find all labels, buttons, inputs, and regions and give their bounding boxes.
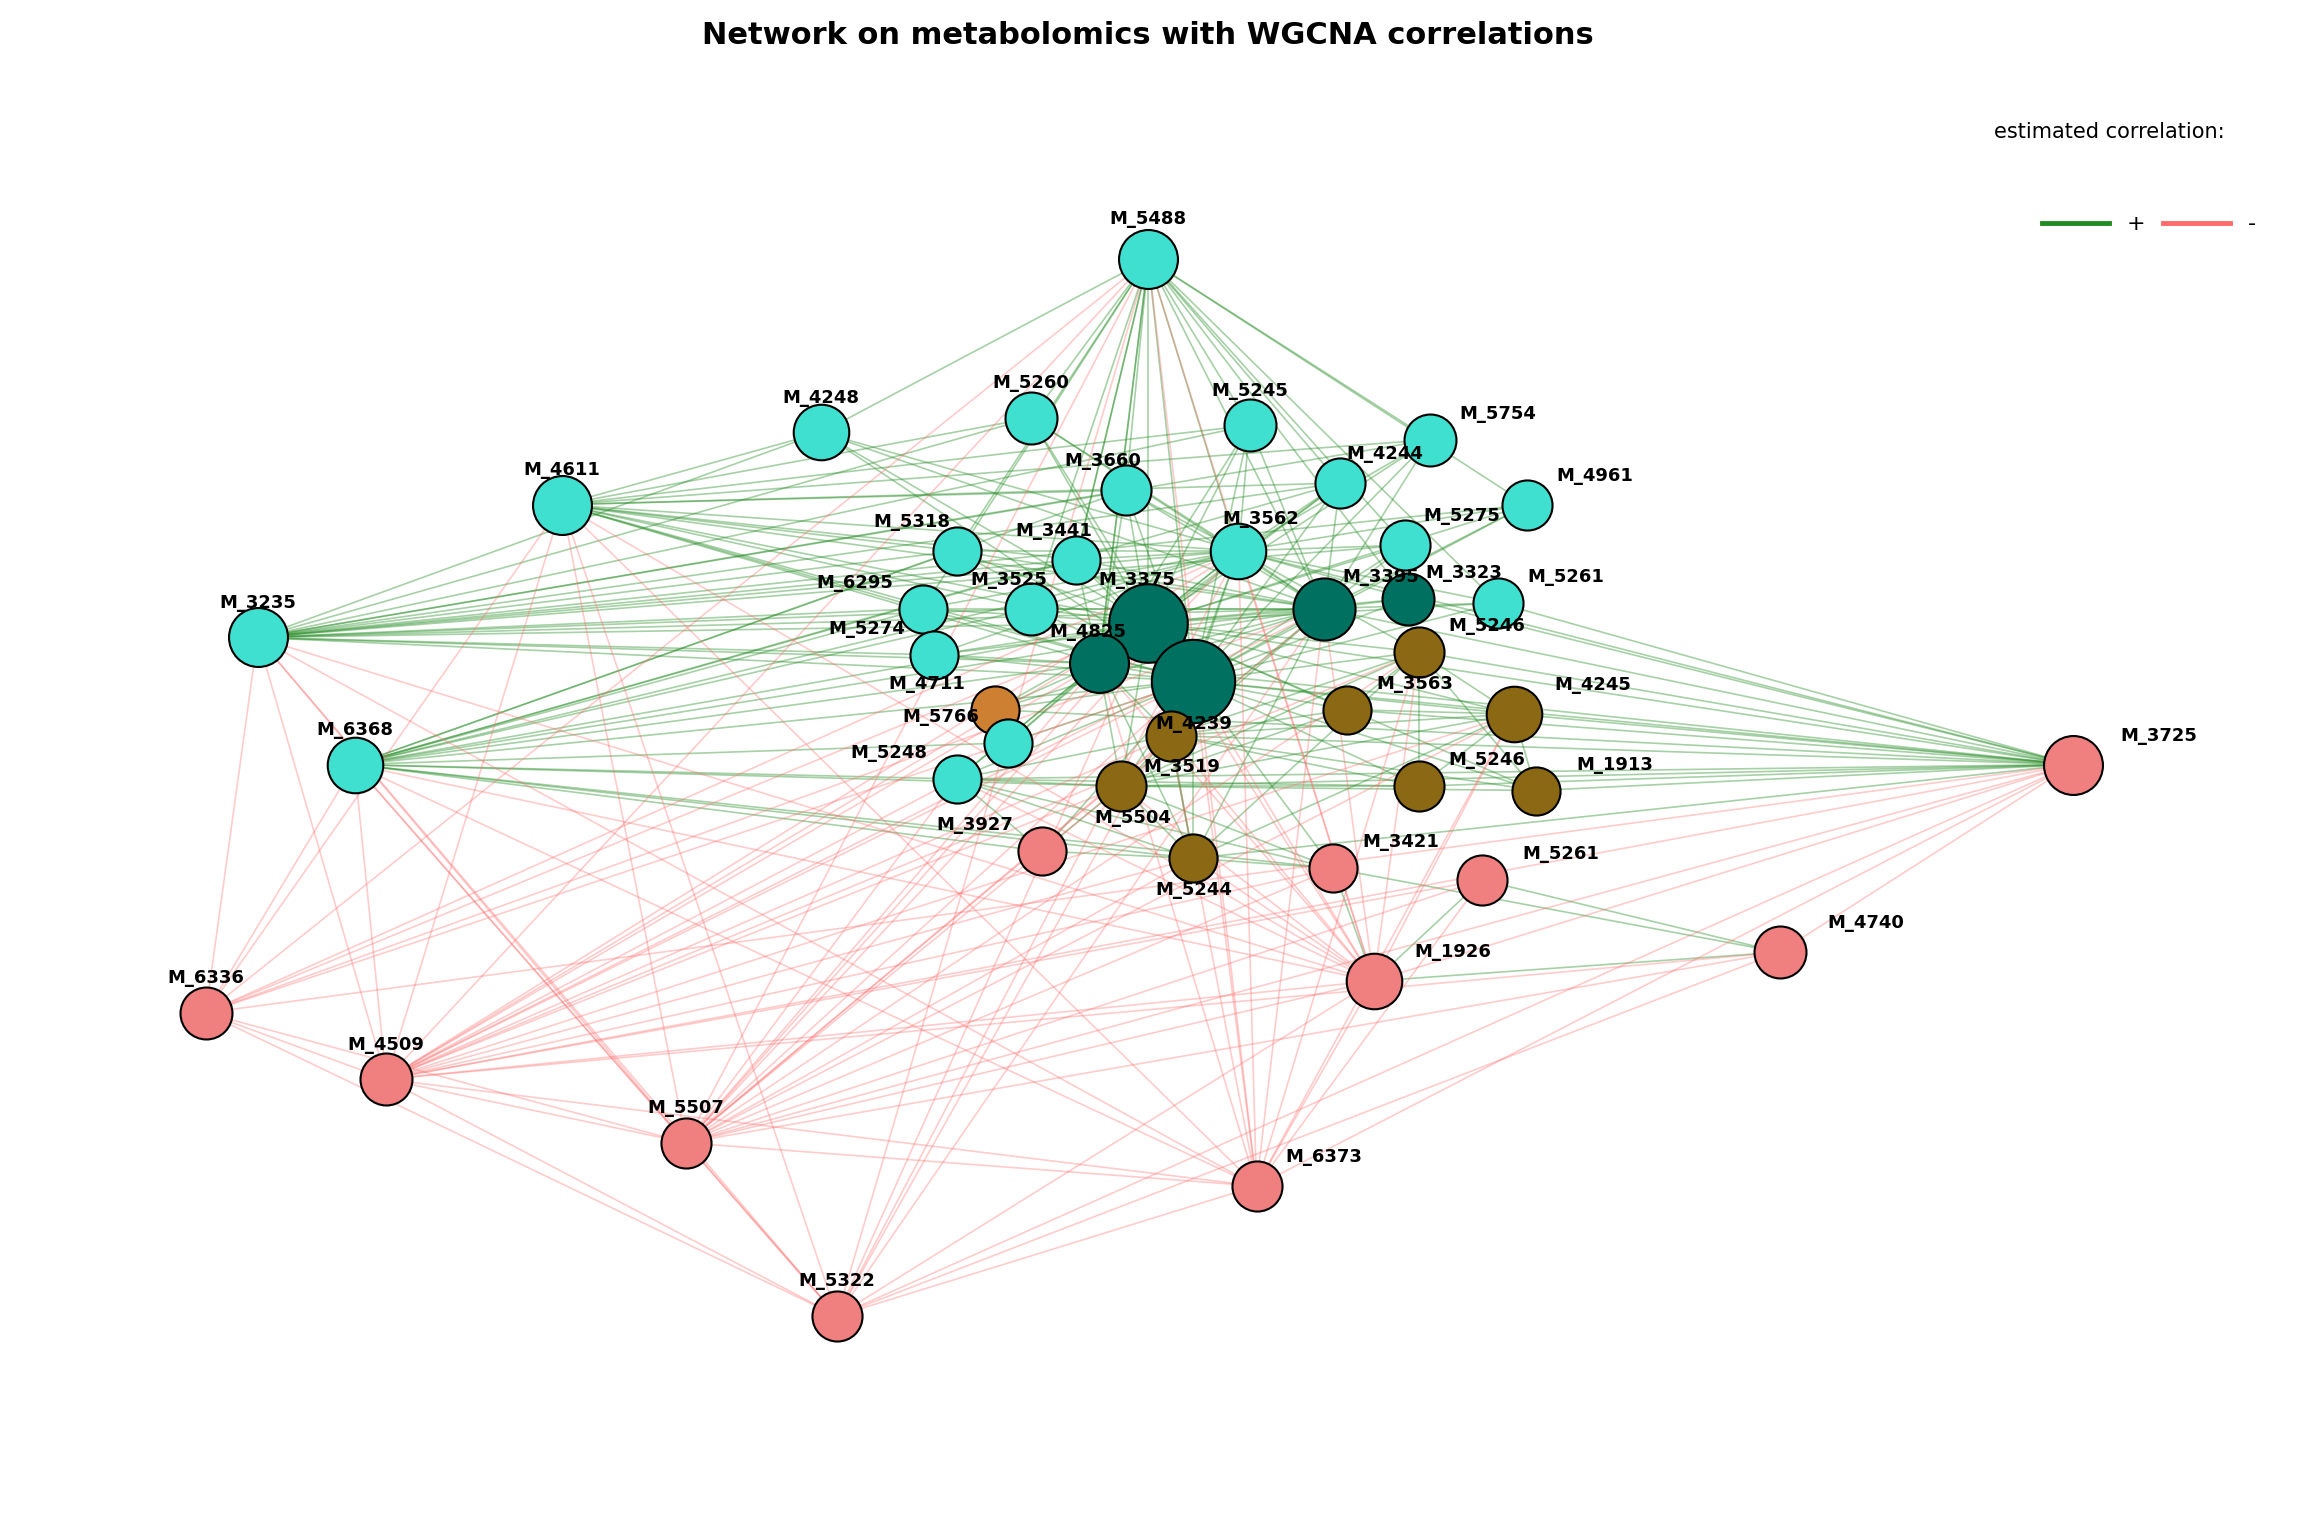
Text: M_5504: M_5504 (1094, 809, 1170, 826)
Point (1463, 868, 1500, 892)
Text: M_5244: M_5244 (1154, 882, 1233, 899)
Point (1401, 639, 1438, 664)
Point (818, 1304, 855, 1329)
Point (369, 1068, 406, 1092)
Text: M_3235: M_3235 (219, 594, 295, 611)
Text: M_1926: M_1926 (1415, 943, 1491, 962)
Text: M_5318: M_5318 (873, 513, 949, 531)
Text: M_4740: M_4740 (1827, 914, 1903, 932)
Point (938, 766, 975, 791)
Point (1152, 723, 1189, 748)
Text: M_4239: M_4239 (1154, 716, 1233, 733)
Point (1175, 668, 1212, 693)
Point (977, 697, 1014, 722)
Point (1104, 774, 1140, 799)
Text: M_3323: M_3323 (1426, 564, 1502, 582)
Point (1108, 478, 1145, 502)
Text: M_5488: M_5488 (1111, 210, 1187, 227)
Point (1023, 839, 1060, 863)
Point (1387, 533, 1424, 558)
Text: M_3927: M_3927 (935, 816, 1014, 834)
Text: M_4244: M_4244 (1346, 445, 1424, 464)
Text: M_3519: M_3519 (1143, 759, 1221, 776)
Point (802, 421, 839, 445)
Text: M_3660: M_3660 (1064, 453, 1140, 470)
Text: M_5766: M_5766 (903, 708, 979, 727)
Point (336, 753, 373, 777)
Point (915, 642, 952, 667)
Point (544, 493, 581, 518)
Point (1329, 697, 1366, 722)
Text: M_5274: M_5274 (827, 621, 905, 637)
Text: M_3525: M_3525 (970, 571, 1046, 588)
Point (668, 1130, 705, 1155)
Point (1306, 596, 1343, 621)
Point (1081, 651, 1117, 676)
Text: M_3441: M_3441 (1016, 522, 1092, 539)
Point (1495, 702, 1532, 727)
Text: M_3395: M_3395 (1343, 568, 1419, 585)
Point (1221, 539, 1258, 564)
Text: M_4711: M_4711 (889, 674, 965, 693)
Text: M_4611: M_4611 (523, 461, 601, 479)
Point (1230, 413, 1267, 438)
Text: M_4961: M_4961 (1555, 467, 1634, 485)
Text: M_3421: M_3421 (1362, 834, 1440, 851)
Text: M_5245: M_5245 (1212, 381, 1288, 399)
Point (1011, 406, 1048, 430)
Text: M_6373: M_6373 (1286, 1149, 1362, 1166)
Point (905, 596, 942, 621)
Point (1175, 846, 1212, 871)
Point (1237, 1174, 1274, 1198)
Text: M_5248: M_5248 (850, 743, 929, 762)
Point (1401, 774, 1438, 799)
Text: M_5754: M_5754 (1458, 404, 1537, 422)
Point (1058, 547, 1094, 571)
Title: Network on metabolomics with WGCNA correlations: Network on metabolomics with WGCNA corre… (703, 22, 1594, 49)
Point (1316, 856, 1352, 880)
Text: M_3725: M_3725 (2120, 727, 2198, 745)
Point (1011, 596, 1048, 621)
Text: M_5246: M_5246 (1449, 617, 1525, 634)
Text: M_5275: M_5275 (1424, 507, 1500, 525)
Text: M_6368: M_6368 (316, 720, 394, 739)
Text: M_3375: M_3375 (1099, 571, 1175, 588)
Point (1518, 779, 1555, 803)
Point (1479, 590, 1516, 614)
Point (1509, 493, 1546, 518)
Text: M_4825: M_4825 (1048, 622, 1127, 641)
Text: M_1913: M_1913 (1576, 756, 1654, 774)
Text: M_5261: M_5261 (1528, 568, 1604, 585)
Text: M_5507: M_5507 (647, 1100, 723, 1117)
Point (1129, 611, 1166, 636)
Point (1355, 969, 1392, 994)
Point (938, 539, 975, 564)
Text: M_3563: M_3563 (1375, 674, 1454, 693)
Text: estimated correlation:: estimated correlation: (1993, 123, 2223, 143)
Text: M_4248: M_4248 (783, 389, 859, 407)
Text: M_4509: M_4509 (348, 1035, 424, 1054)
Point (1322, 470, 1359, 495)
Point (2055, 753, 2092, 777)
Point (1129, 247, 1166, 272)
Text: M_6336: M_6336 (168, 969, 244, 988)
Point (187, 1000, 223, 1025)
Point (1760, 940, 1797, 965)
Text: M_4245: M_4245 (1555, 676, 1631, 694)
Text: M_3562: M_3562 (1223, 510, 1299, 528)
Point (991, 731, 1028, 756)
Text: M_5260: M_5260 (993, 375, 1069, 392)
Text: M_5246: M_5246 (1449, 751, 1525, 770)
Text: M_6295: M_6295 (816, 573, 894, 591)
Text: M_5322: M_5322 (799, 1272, 876, 1290)
Legend: +, -: +, - (2034, 206, 2265, 243)
Point (240, 625, 276, 650)
Text: M_5261: M_5261 (1523, 845, 1599, 863)
Point (1412, 427, 1449, 452)
Point (1389, 587, 1426, 611)
